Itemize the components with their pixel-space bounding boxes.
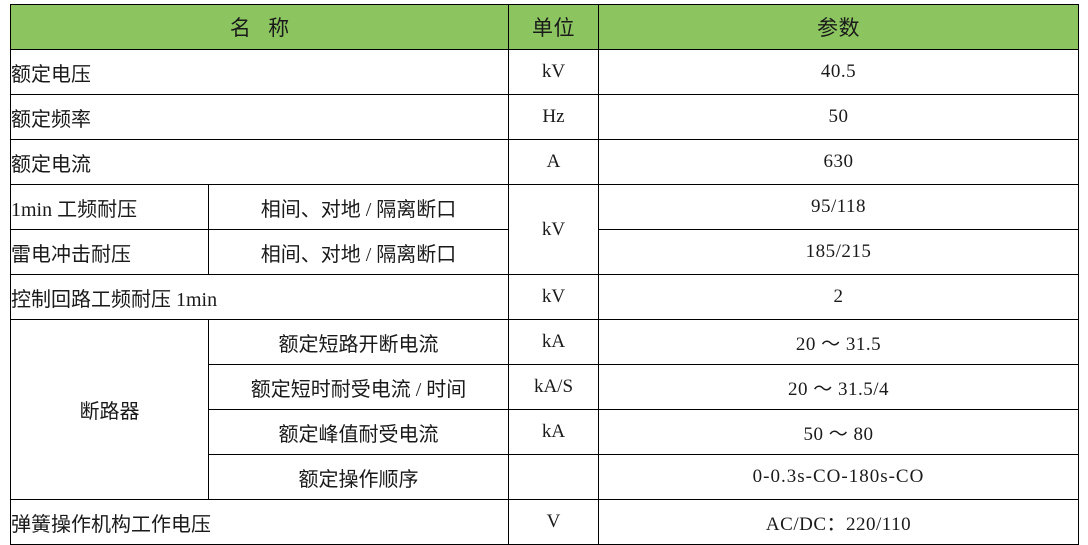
row-unit-withstand-voltage: kV	[508, 184, 599, 275]
row-subname-short-time-withstand-current: 额定短时耐受电流 / 时间	[208, 364, 509, 410]
row-name-power-frequency-withstand: 1min 工频耐压	[10, 184, 209, 230]
row-value-rated-frequency: 50	[598, 94, 1079, 140]
column-header-name: 名 称	[10, 4, 509, 50]
table-row: 控制回路工频耐压 1min kV 2	[10, 274, 1079, 320]
row-value-rated-voltage: 40.5	[598, 49, 1079, 95]
specification-sheet: 名 称 单位 参数 额定电压 kV 40.5 额定频率 Hz 50 额定电流 A	[10, 4, 1079, 545]
row-unit-control-circuit-withstand: kV	[508, 274, 599, 320]
table-row: 额定电压 kV 40.5	[10, 49, 1079, 95]
row-value-control-circuit-withstand: 2	[598, 274, 1079, 320]
row-subname-rated-operating-sequence: 额定操作顺序	[208, 454, 509, 500]
table-body: 额定电压 kV 40.5 额定频率 Hz 50 额定电流 A 630 1min …	[10, 49, 1079, 545]
row-value-short-time-withstand-current: 20 ～ 31.5/4	[598, 364, 1079, 410]
row-subname-rated-breaking-current: 额定短路开断电流	[208, 319, 509, 365]
table-row: 额定短时耐受电流 / 时间 kA/S 20 ～ 31.5/4	[11, 364, 1079, 410]
row-value-power-frequency-withstand: 95/118	[598, 184, 1079, 230]
header-row: 名 称 单位 参数	[10, 4, 1079, 50]
row-name-rated-current: 额定电流	[10, 139, 509, 185]
row-unit-rated-current: A	[508, 139, 599, 185]
row-value-rated-operating-sequence: 0-0.3s-CO-180s-CO	[598, 454, 1079, 500]
row-name-lightning-impulse-withstand: 雷电冲击耐压	[10, 229, 209, 275]
row-unit-short-time-withstand-current: kA/S	[508, 364, 599, 410]
row-unit-spring-mechanism-voltage: V	[508, 499, 599, 545]
row-value-peak-withstand-current: 50 ～ 80	[598, 409, 1079, 455]
row-unit-peak-withstand-current: kA	[508, 409, 599, 455]
row-value-spring-mechanism-voltage: AC/DC：220/110	[598, 499, 1079, 545]
row-value-rated-breaking-current: 20 ～ 31.5	[598, 319, 1079, 365]
row-subname-power-frequency-withstand: 相间、对地 / 隔离断口	[208, 184, 509, 230]
table-header: 名 称 单位 参数	[10, 4, 1079, 50]
row-group-circuit-breaker: 断路器	[10, 319, 209, 500]
row-unit-rated-breaking-current: kA	[508, 319, 599, 365]
table-row: 弹簧操作机构工作电压 V AC/DC：220/110	[10, 499, 1079, 545]
row-value-lightning-impulse-withstand: 185/215	[598, 229, 1079, 275]
table-row: 雷电冲击耐压 相间、对地 / 隔离断口 185/215	[10, 229, 1079, 275]
column-header-parameter: 参数	[598, 4, 1079, 50]
row-subname-peak-withstand-current: 额定峰值耐受电流	[208, 409, 509, 455]
table-row: 额定峰值耐受电流 kA 50 ～ 80	[11, 409, 1079, 455]
table-row: 额定操作顺序 0-0.3s-CO-180s-CO	[11, 454, 1079, 500]
row-name-control-circuit-withstand: 控制回路工频耐压 1min	[10, 274, 509, 320]
row-unit-rated-voltage: kV	[508, 49, 599, 95]
row-unit-rated-operating-sequence	[508, 454, 599, 500]
row-subname-lightning-impulse-withstand: 相间、对地 / 隔离断口	[208, 229, 509, 275]
row-name-rated-voltage: 额定电压	[10, 49, 509, 95]
table-row: 断路器 额定短路开断电流 kA 20 ～ 31.5	[10, 319, 1079, 500]
specification-table: 名 称 单位 参数 额定电压 kV 40.5 额定频率 Hz 50 额定电流 A	[10, 4, 1079, 545]
table-row: 额定频率 Hz 50	[10, 94, 1079, 140]
row-value-rated-current: 630	[598, 139, 1079, 185]
table-row: 额定电流 A 630	[10, 139, 1079, 185]
column-header-unit: 单位	[508, 4, 599, 50]
table-row: 1min 工频耐压 相间、对地 / 隔离断口 kV 95/118	[10, 184, 1079, 275]
row-name-spring-mechanism-voltage: 弹簧操作机构工作电压	[10, 499, 509, 545]
row-name-rated-frequency: 额定频率	[10, 94, 509, 140]
row-unit-rated-frequency: Hz	[508, 94, 599, 140]
